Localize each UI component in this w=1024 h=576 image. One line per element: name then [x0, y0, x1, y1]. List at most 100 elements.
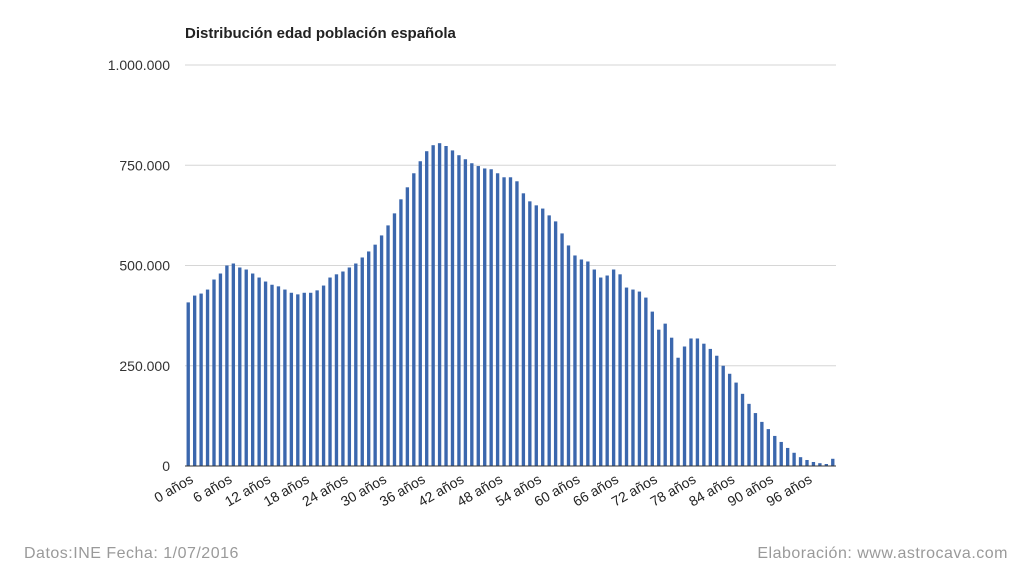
- bar: [360, 257, 364, 466]
- bar: [534, 205, 538, 466]
- bar: [592, 269, 596, 466]
- bar: [721, 365, 725, 466]
- bar: [818, 463, 822, 466]
- y-tick-label: 0: [162, 458, 170, 474]
- bar: [566, 245, 571, 466]
- y-tick-label: 500.000: [119, 258, 170, 274]
- bar: [747, 403, 751, 466]
- bar: [637, 291, 642, 466]
- bar: [541, 208, 545, 466]
- y-tick-label: 750.000: [119, 157, 170, 173]
- y-tick-label: 250.000: [119, 358, 170, 374]
- bar: [321, 285, 326, 466]
- bar: [354, 263, 358, 466]
- bar: [199, 293, 203, 466]
- bar: [205, 289, 210, 466]
- bar: [489, 169, 493, 466]
- bar: [676, 357, 680, 466]
- bar: [289, 292, 294, 466]
- bar: [734, 382, 738, 466]
- bar: [192, 295, 197, 466]
- bar: [702, 343, 706, 466]
- bar: [779, 441, 783, 466]
- bar: [663, 323, 667, 466]
- bar: [811, 461, 816, 466]
- bar: [251, 273, 255, 466]
- source-note: Datos:INE Fecha: 1/07/2016: [24, 545, 239, 562]
- bar: [483, 168, 487, 466]
- bar: [502, 177, 506, 466]
- bar: [831, 458, 835, 466]
- bar: [431, 145, 435, 466]
- y-axis-ticks: 0 250.000 500.000 750.000 1.000.000: [108, 57, 171, 474]
- bar: [392, 213, 397, 466]
- bar: [379, 235, 384, 466]
- bar: [386, 225, 390, 466]
- bar: [457, 155, 461, 466]
- bar: [263, 281, 268, 466]
- bar: [450, 150, 455, 466]
- credit-note: Elaboración: www.astrocava.com: [757, 545, 1008, 562]
- bar: [657, 329, 661, 466]
- bar: [650, 311, 654, 466]
- bar: [599, 277, 603, 466]
- bar: [367, 251, 371, 466]
- bar: [425, 151, 429, 466]
- bar: [560, 233, 564, 466]
- bar: [437, 143, 442, 466]
- bar: [605, 275, 609, 466]
- bar: [270, 284, 274, 466]
- bar: [740, 393, 745, 466]
- bar: [631, 289, 635, 466]
- bar: [283, 289, 287, 466]
- bar: [766, 429, 770, 466]
- bar: [579, 259, 584, 466]
- bar: [682, 346, 687, 466]
- bar: [695, 338, 700, 466]
- bar: [773, 435, 777, 466]
- bar: [798, 457, 803, 466]
- bar: [611, 269, 616, 466]
- bar: [727, 373, 732, 466]
- bar: [315, 290, 319, 466]
- bar: [792, 452, 796, 466]
- bar: [644, 297, 648, 466]
- x-tick-label: 0 años: [151, 471, 195, 506]
- bar: [347, 267, 352, 466]
- bar: [341, 271, 345, 466]
- bar: [444, 146, 448, 466]
- bar: [785, 447, 790, 466]
- bar: [373, 244, 377, 466]
- bar: [399, 199, 403, 466]
- bar: [238, 267, 242, 466]
- bar: [515, 181, 519, 467]
- bar: [309, 292, 313, 466]
- bar: [618, 274, 622, 466]
- bars: [186, 143, 835, 467]
- bar: [824, 464, 829, 466]
- bar: [669, 337, 674, 466]
- chart-title: Distribución edad población española: [185, 25, 457, 42]
- bar: [302, 292, 306, 466]
- bar: [218, 273, 223, 466]
- bar: [276, 286, 281, 466]
- bar: [212, 279, 216, 466]
- bar: [418, 161, 422, 467]
- bar: [753, 413, 758, 466]
- bar: [586, 261, 590, 466]
- bar: [225, 265, 229, 466]
- bar: [508, 177, 513, 466]
- y-tick-label: 1.000.000: [108, 57, 170, 73]
- bar: [521, 193, 526, 466]
- bar: [412, 173, 416, 466]
- bar: [257, 277, 261, 466]
- bar: [244, 269, 248, 466]
- bar: [470, 163, 474, 466]
- bar: [553, 221, 558, 466]
- bar: [334, 274, 339, 466]
- bar: [296, 294, 300, 466]
- bar: [328, 277, 332, 466]
- bar: [708, 348, 712, 466]
